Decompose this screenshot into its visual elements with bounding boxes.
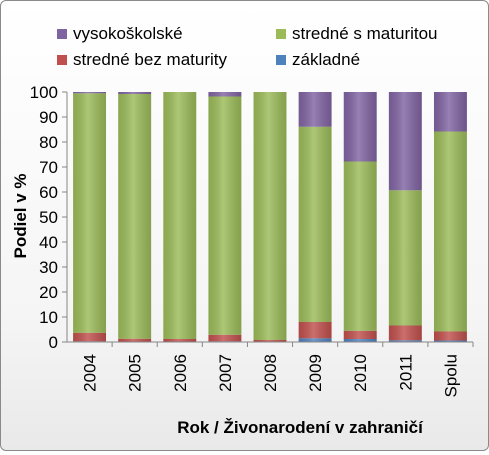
- bar-segment-shade: [253, 92, 287, 340]
- bar-segment-shade: [298, 92, 332, 127]
- bar-segment-shade: [343, 161, 377, 331]
- legend: vysokoškolské stredné s maturitou stredné …: [57, 24, 438, 69]
- bar-segment-shade: [118, 92, 152, 94]
- y-tick-label: 80: [39, 133, 58, 152]
- y-tick-label: 0: [49, 333, 58, 352]
- bar-segment-shade: [388, 190, 422, 326]
- x-tick-label: 2006: [171, 354, 190, 392]
- bar-segment-shade: [208, 334, 242, 342]
- bar-segment-shade: [118, 338, 152, 342]
- bar-segment-shade: [388, 340, 422, 342]
- legend-label: stredné s maturitou: [292, 24, 438, 43]
- x-tick-label: 2008: [261, 354, 280, 392]
- bar-segment-shade: [433, 340, 467, 342]
- bar-segment-shade: [343, 330, 377, 339]
- x-tick-label: 2009: [306, 354, 325, 392]
- x-tick-label: 2007: [216, 354, 235, 392]
- bar-segment-shade: [253, 340, 287, 342]
- y-tick-label: 10: [39, 308, 58, 327]
- y-tick-label: 90: [39, 108, 58, 127]
- bar-segment-shade: [298, 322, 332, 339]
- y-axis-label: Podiel v %: [11, 173, 30, 258]
- legend-label: vysokoškolské: [73, 24, 183, 43]
- bar-segment-shade: [73, 93, 107, 333]
- bar-segment-shade: [298, 126, 332, 322]
- bar-segment-shade: [73, 332, 107, 342]
- y-tick-label: 100: [30, 83, 58, 102]
- bar-segment-shade: [388, 325, 422, 341]
- x-tick-label: Spolu: [441, 354, 460, 397]
- bar-segment-shade: [433, 92, 467, 132]
- legend-swatch: [57, 55, 67, 65]
- bar-segment-shade: [163, 339, 197, 342]
- x-tick-label: 2010: [351, 354, 370, 392]
- legend-label: základné: [292, 50, 360, 69]
- bar-segment-shade: [388, 92, 422, 191]
- bar-segment-shade: [343, 339, 377, 342]
- legend-swatch: [276, 29, 286, 39]
- bar-segment-shade: [208, 96, 242, 335]
- plot-area: [73, 92, 467, 342]
- x-tick-label: 2011: [396, 354, 415, 391]
- legend-swatch: [57, 29, 67, 39]
- legend-item: vysokoškolské: [57, 24, 183, 43]
- bar-segment-shade: [343, 92, 377, 162]
- y-tick-label: 60: [39, 183, 58, 202]
- bar-segment-shade: [433, 331, 467, 341]
- legend-item: stredné bez maturity: [57, 50, 228, 69]
- y-tick-label: 70: [39, 158, 58, 177]
- legend-item: základné: [276, 50, 360, 69]
- bar-segment-shade: [73, 92, 107, 94]
- x-tick-label: 2005: [126, 354, 145, 392]
- legend-label: stredné bez maturity: [73, 50, 228, 69]
- x-tick-label: 2004: [81, 354, 100, 392]
- y-tick-label: 40: [39, 233, 58, 252]
- y-axis: 0 10 20 30 40 50 60 70 80 90 100: [30, 83, 68, 352]
- legend-swatch: [276, 55, 286, 65]
- bar-segment-shade: [163, 92, 197, 339]
- bar-segment-shade: [118, 94, 152, 339]
- bar-segment-shade: [433, 131, 467, 332]
- y-tick-label: 30: [39, 258, 58, 277]
- y-tick-label: 20: [39, 283, 58, 302]
- bar-segment-shade: [208, 92, 242, 97]
- y-tick-label: 50: [39, 208, 58, 227]
- bar-segment-shade: [298, 338, 332, 342]
- x-axis: 2004 2005 2006 2007 2008 2009 2010 2011 Spolu: [67, 341, 474, 397]
- legend-item: stredné s maturitou: [276, 24, 438, 43]
- x-axis-label: Rok / Živonarodení v zahraničí: [177, 418, 424, 437]
